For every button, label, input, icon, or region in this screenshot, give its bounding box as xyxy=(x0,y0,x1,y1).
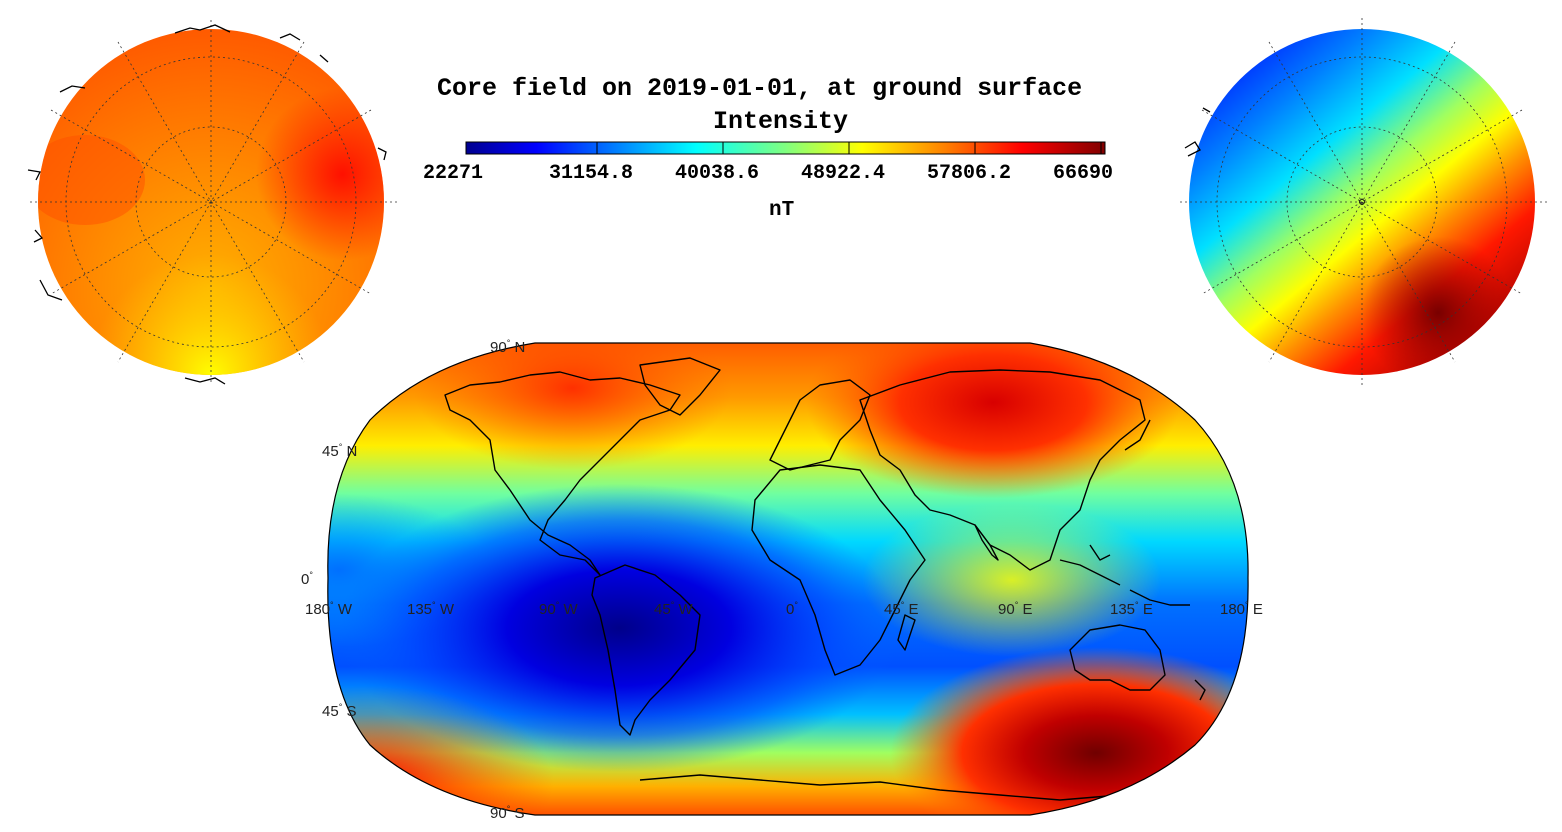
lat-label-45s: 45° S xyxy=(322,702,357,720)
map-frame xyxy=(327,342,1249,816)
lon-label-45e: 45° E xyxy=(884,600,919,618)
colorbar xyxy=(465,141,1106,155)
north-polar-graticule xyxy=(30,20,398,384)
asia-coast xyxy=(859,369,1146,571)
south-polar-view xyxy=(1180,18,1548,388)
lon-label-180w: 180° W xyxy=(305,600,352,618)
lon-label-180e: 180° E xyxy=(1220,600,1263,618)
lat-label-45n: 45° N xyxy=(322,442,358,460)
africa-coast xyxy=(751,464,926,676)
south-polar-graticule xyxy=(1180,18,1548,388)
lon-label-135w: 135° W xyxy=(407,600,454,618)
lat-label-90n: 90° N xyxy=(490,338,526,356)
world-map xyxy=(327,342,1249,816)
south-america-coast xyxy=(591,564,701,736)
lon-label-135e: 135° E xyxy=(1110,600,1153,618)
colorbar-ramp xyxy=(465,141,1106,155)
antarctica-coast xyxy=(639,774,1181,801)
north-polar-view xyxy=(27,20,398,385)
europe-coast xyxy=(769,379,871,471)
north-america-coast xyxy=(444,371,681,576)
south-polar-coastlines xyxy=(1184,107,1211,157)
lat-label-0: 0° xyxy=(301,570,313,588)
coastlines xyxy=(444,357,1206,801)
lon-label-0: 0° xyxy=(786,600,798,618)
lon-label-90w: 90° W xyxy=(539,600,578,618)
greenland-coast xyxy=(639,357,721,416)
north-polar-coastlines xyxy=(27,24,387,385)
lat-label-90s: 90° S xyxy=(490,804,525,822)
australia-coast xyxy=(1069,624,1166,691)
lon-label-45w: 45° W xyxy=(654,600,693,618)
lon-label-90e: 90° E xyxy=(998,600,1033,618)
